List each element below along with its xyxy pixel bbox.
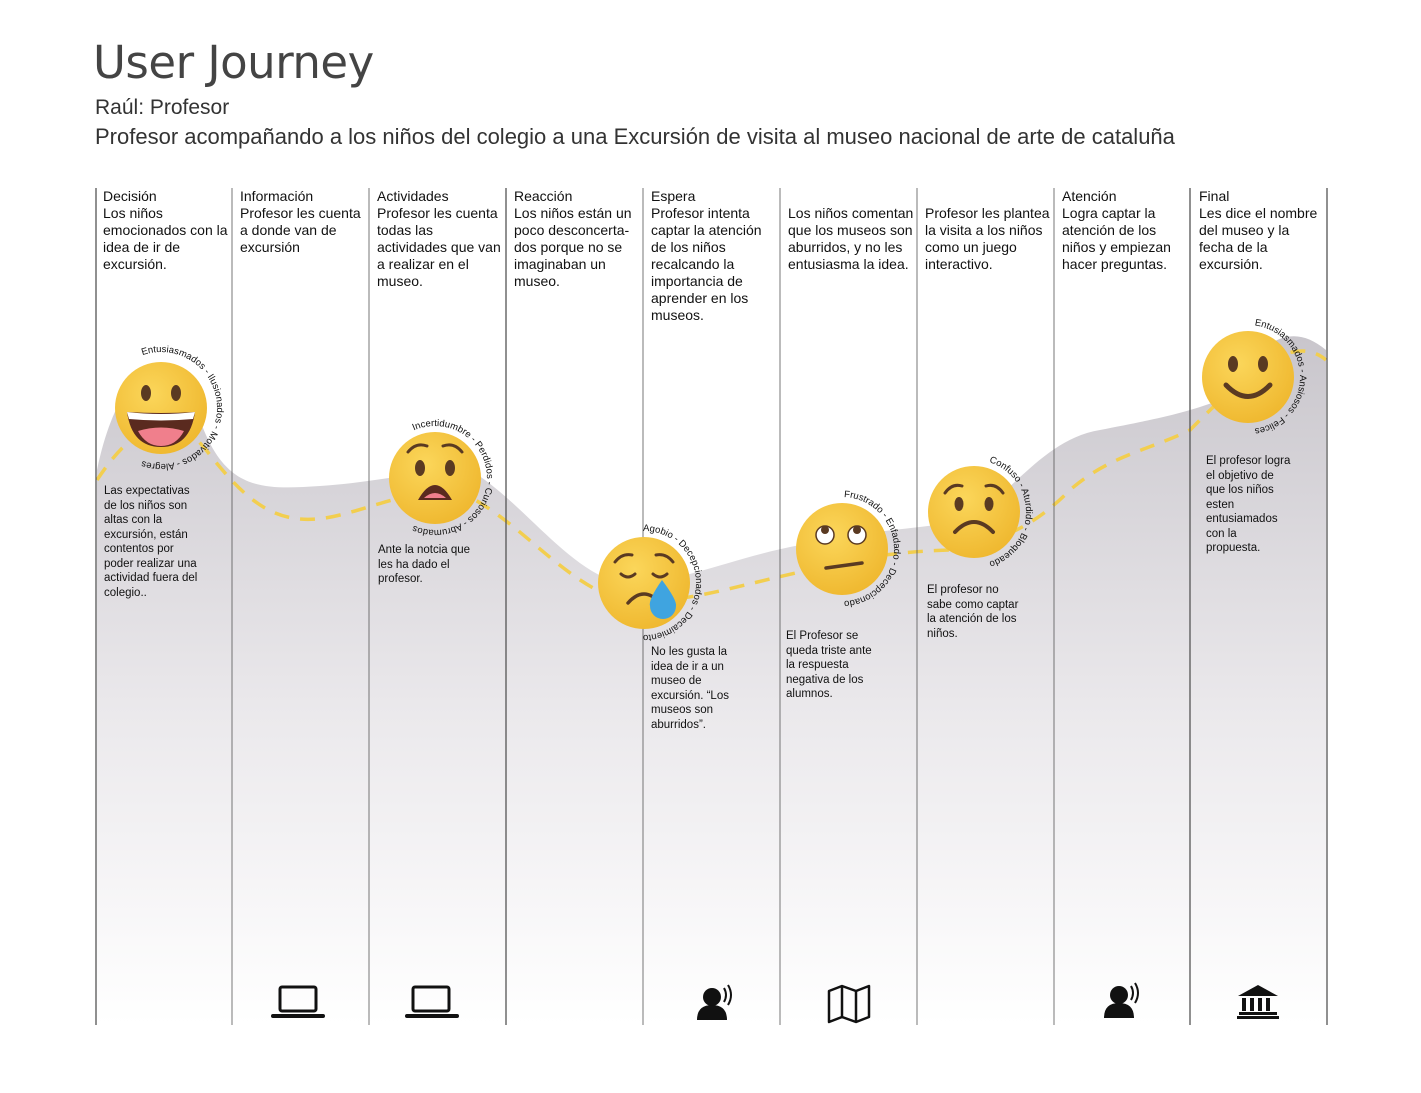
stage-note: No les gusta la idea de ir a un museo de…	[651, 646, 729, 731]
museum-icon	[1237, 985, 1279, 1019]
stage-decision: Decisión Los niños emocionados con la id…	[103, 188, 229, 273]
stage-note: Ante la notcia que les ha dado el profes…	[378, 544, 471, 585]
stage-title: Información	[240, 188, 314, 204]
stage-final: Final Les dice el nombre del museo y la …	[1199, 188, 1325, 273]
worried-face-icon	[928, 466, 1020, 558]
scenario-description: Profesor acompañando a los niños del col…	[95, 124, 1175, 149]
stage-note: El Profesor se queda triste ante la resp…	[786, 630, 872, 700]
stage-reaction: Reacción Los niños están un poco desconc…	[514, 188, 640, 290]
stage-title: Final	[1199, 188, 1230, 204]
stage-complaint: Los niños comentan que los museos son ab…	[788, 205, 914, 273]
persona-subtitle: Raúl: Profesor	[95, 96, 230, 119]
stage-text: Los niños comentan que los museos son ab…	[788, 205, 914, 272]
stage-dividers	[95, 188, 1328, 1025]
stage-text: Profesor les cuenta todas las actividade…	[377, 205, 501, 289]
stage-title: Reacción	[514, 188, 573, 204]
stage-attention: Atención Logra captar la atención de los…	[1062, 188, 1188, 273]
stage-title: Actividades	[377, 188, 449, 204]
stage-wait: Espera Profesor intenta captar la atenci…	[651, 188, 777, 324]
very-happy-face-icon	[115, 362, 207, 454]
crying-face-icon	[598, 537, 690, 629]
stage-text: Los niños están un poco desconcerta-dos …	[514, 205, 632, 289]
smile-face-icon	[1202, 331, 1294, 423]
stage-title: Decisión	[103, 188, 157, 204]
stage-text: Les dice el nombre del museo y la fecha …	[1199, 205, 1318, 272]
anguished-face-icon	[389, 432, 481, 524]
stage-text: Los niños emocionados con la idea de ir …	[103, 205, 228, 272]
stage-note: El profesor logra el objetivo de que los…	[1206, 455, 1291, 554]
stage-text: Logra captar la atención de los niños y …	[1062, 205, 1171, 272]
stage-activities: Actividades Profesor les cuenta todas la…	[377, 188, 503, 290]
page-title: User Journey	[93, 36, 374, 89]
stage-note: El profesor no sabe como captar la atenc…	[927, 584, 1019, 640]
map-icon	[827, 984, 871, 1024]
laptop-icon	[271, 985, 325, 1018]
stage-title: Espera	[651, 188, 696, 204]
stage-title: Atención	[1062, 188, 1117, 204]
stage-text: Profesor les plantea la visita a los niñ…	[925, 205, 1050, 272]
stage-information: Información Profesor les cuenta a donde …	[240, 188, 366, 256]
eye-roll-face-icon	[796, 503, 888, 595]
stage-text: Profesor les cuenta a donde van de excur…	[240, 205, 361, 255]
stage-note: Las expectativas de los niños son altas …	[104, 485, 198, 599]
speaking-person-icon	[697, 984, 732, 1020]
stage-text: Profesor intenta captar la atención de l…	[651, 205, 762, 323]
stage-proposal: Profesor les plantea la visita a los niñ…	[925, 205, 1051, 273]
speaking-person-icon	[1104, 982, 1139, 1018]
laptop-icon	[405, 985, 459, 1018]
